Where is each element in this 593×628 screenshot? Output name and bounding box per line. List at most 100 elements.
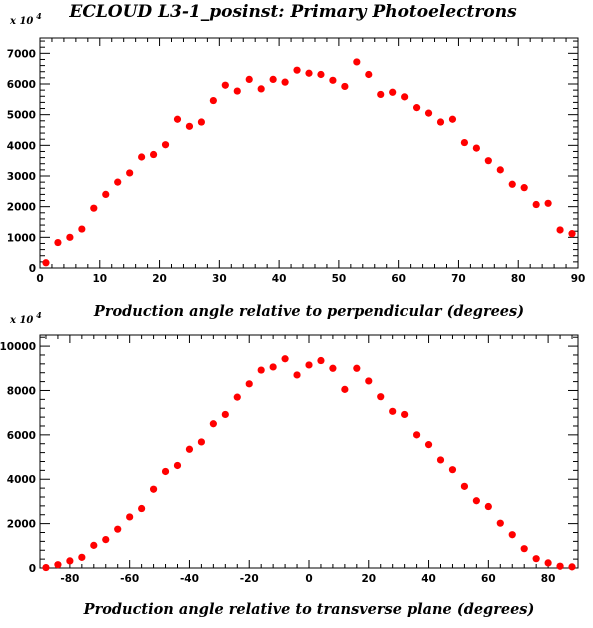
top-data-point	[209, 96, 217, 105]
top-data-point	[245, 75, 253, 83]
bottom-data-point	[42, 563, 50, 572]
top-data-point	[90, 204, 98, 212]
top-data-point	[197, 118, 205, 126]
bottom-data-point	[197, 438, 205, 446]
bottom-plot-frame	[39, 334, 579, 569]
top-plot-frame	[39, 37, 579, 269]
bottom-data-point	[484, 502, 492, 511]
top-y-multiplier: x 10 4	[9, 11, 42, 27]
top-data-point	[377, 90, 385, 99]
bottom-data-point	[448, 466, 457, 474]
top-data-point	[448, 115, 457, 123]
top-data-point	[138, 153, 146, 161]
top-y-tick-label: 0	[29, 263, 36, 275]
bottom-data-point	[102, 535, 110, 544]
bottom-x-tick-label: 20	[361, 573, 376, 585]
top-data-point	[556, 226, 564, 234]
bottom-data-point	[138, 504, 146, 513]
bottom-data-point	[508, 531, 516, 539]
top-data-point	[317, 70, 325, 79]
chart-title: ECLOUD L3-1_posinst: Primary Photoelectr…	[68, 2, 517, 22]
bottom-data-point	[78, 553, 86, 561]
top-x-tick-label: 10	[92, 273, 107, 285]
bottom-y-multiplier-exponent: 4	[33, 310, 42, 320]
top-x-tick-label: 60	[391, 273, 406, 285]
bottom-y-tick-label: 6000	[7, 430, 36, 442]
bottom-data-point	[413, 431, 421, 439]
bottom-data-point	[472, 497, 480, 505]
top-y-multiplier-exponent: 4	[33, 11, 42, 21]
bottom-data-point	[269, 363, 277, 371]
bottom-data-point	[460, 482, 469, 490]
bottom-data-point	[401, 410, 409, 419]
bottom-data-point	[317, 356, 325, 365]
bottom-data-point	[436, 456, 445, 464]
top-data-point	[78, 225, 86, 233]
bottom-data-point	[281, 355, 289, 363]
bottom-y-multiplier: x 10 4	[9, 310, 42, 326]
top-data-point	[460, 138, 469, 147]
bottom-x-tick-label: 60	[481, 573, 496, 585]
top-x-tick-label: 20	[152, 273, 167, 285]
bottom-data-point	[305, 361, 313, 369]
top-data-point	[269, 75, 277, 83]
top-data-point	[42, 259, 50, 267]
bottom-data-point	[568, 563, 576, 571]
top-data-point	[413, 104, 421, 112]
top-data-point	[532, 200, 540, 209]
bottom-x-tick-label: 40	[421, 573, 436, 585]
bottom-data-point	[173, 461, 182, 470]
top-data-point	[484, 157, 492, 165]
top-data-point	[424, 109, 433, 117]
top-x-tick-label: 30	[212, 273, 227, 285]
bottom-data-point	[424, 441, 433, 449]
bottom-data-point	[66, 557, 74, 565]
bottom-data-point	[221, 410, 229, 419]
bottom-data-point	[365, 377, 373, 385]
bottom-data-point	[377, 393, 385, 401]
top-x-tick-label: 80	[511, 273, 526, 285]
bottom-y-tick-label: 0	[29, 563, 36, 575]
bottom-data-point	[353, 364, 361, 372]
top-x-axis-label: Production angle relative to perpendicul…	[93, 303, 524, 320]
plot-panel-bottom: -80 -60 -40 -20 0 20 40 60 80 0 2000 4000 6000 8000 10…	[0, 310, 579, 618]
top-x-tick-label: 0	[36, 273, 43, 285]
bottom-data-point	[209, 420, 217, 428]
top-data-point	[233, 87, 241, 95]
top-data-point	[568, 230, 576, 238]
bottom-data-point	[185, 445, 194, 453]
bottom-data-point	[245, 380, 253, 388]
bottom-x-axis-label: Production angle relative to transverse …	[83, 601, 535, 618]
top-x-tick-label: 70	[451, 273, 466, 285]
top-data-point	[149, 150, 158, 159]
top-data-point	[54, 238, 62, 247]
bottom-x-tick-label: -60	[120, 573, 139, 585]
top-y-tick-label: 3000	[7, 171, 36, 183]
bottom-data-point	[496, 519, 504, 527]
top-data-point	[389, 88, 397, 96]
top-data-point	[401, 93, 409, 101]
top-data-point	[496, 166, 504, 174]
top-data-point	[114, 178, 122, 186]
plot-panel-top: 0 10 20 30 40 50 60 70 80 90 0 1000 2000 3000 4000 5000…	[7, 11, 586, 320]
top-data-point	[520, 184, 528, 192]
top-data-point	[341, 82, 349, 91]
bottom-data-point	[341, 385, 349, 393]
top-data-point	[221, 81, 229, 89]
bottom-data-point	[54, 561, 62, 569]
bottom-data-point	[520, 545, 528, 553]
bottom-y-tick-label: 8000	[7, 385, 36, 397]
bottom-x-tick-label: 80	[541, 573, 556, 585]
bottom-data-point	[149, 485, 158, 493]
bottom-x-tick-label: -80	[60, 573, 79, 585]
bottom-data-point	[329, 364, 337, 372]
top-data-point	[365, 70, 373, 79]
bottom-data-point	[293, 371, 301, 379]
bottom-data-point	[90, 541, 98, 549]
top-data-point	[508, 180, 516, 188]
top-data-point	[472, 144, 480, 152]
top-data-point	[66, 233, 74, 241]
top-x-tick-label: 50	[332, 273, 347, 285]
top-x-tick-label: 90	[571, 273, 586, 285]
